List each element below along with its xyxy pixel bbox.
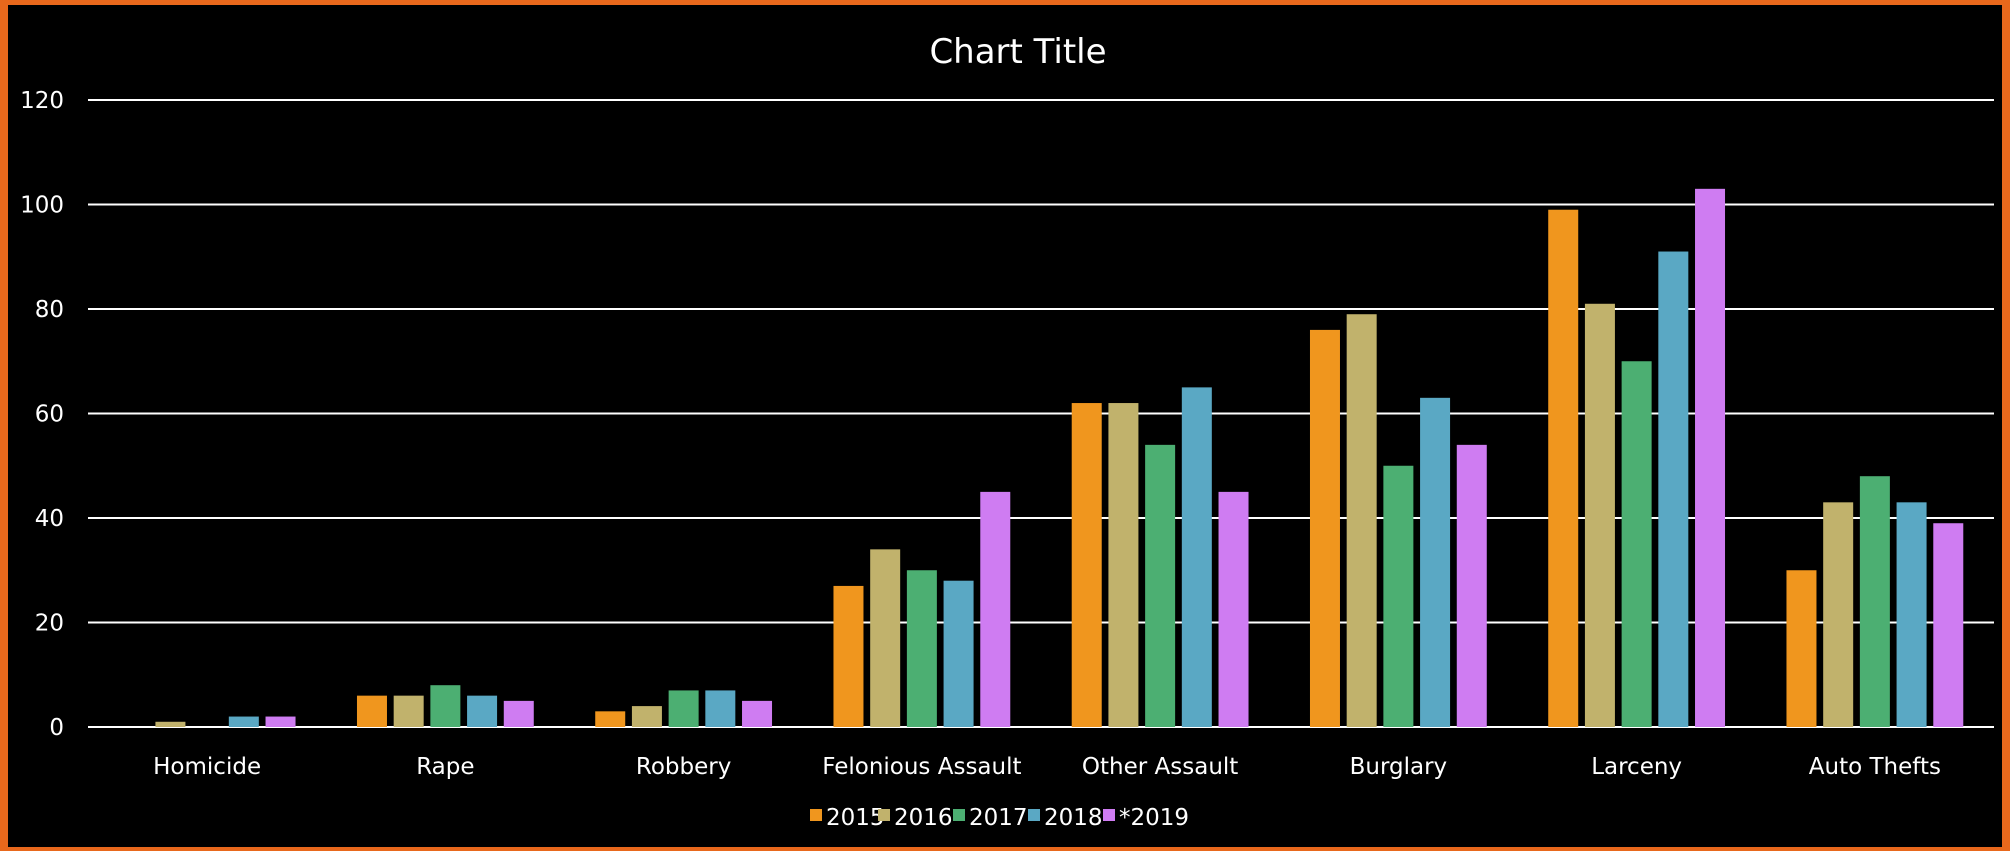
bar-felonious-assault-2016	[870, 549, 901, 727]
bar-other-assault-2019	[1218, 491, 1249, 727]
legend-swatch	[878, 809, 890, 821]
bar-larceny-2019	[1695, 188, 1726, 727]
bar-burglary-2016	[1346, 314, 1377, 727]
y-axis-ticks: 0 20 40 60 80 100 120	[20, 88, 64, 741]
bar-burglary-2015	[1309, 329, 1340, 727]
x-axis-labels: Homicide Rape Robbery Felonious Assault Othe…	[153, 754, 1941, 780]
bar-other-assault-2015	[1071, 403, 1102, 727]
bar-larceny-2017	[1621, 361, 1652, 727]
y-tick-label: 20	[35, 611, 64, 637]
y-tick-label: 40	[35, 506, 64, 532]
x-tick-label: Robbery	[636, 754, 731, 780]
bar-auto-thefts-2018	[1896, 502, 1927, 727]
bar-felonious-assault-2017	[906, 570, 937, 727]
y-tick-label: 80	[35, 297, 64, 323]
bar-auto-thefts-2019	[1933, 523, 1964, 727]
bar-auto-thefts-2015	[1786, 570, 1817, 727]
x-tick-label: Auto Thefts	[1809, 754, 1941, 780]
bar-auto-thefts-2017	[1859, 476, 1890, 727]
bar-other-assault-2016	[1108, 403, 1139, 727]
legend-label: 2017	[969, 805, 1028, 831]
legend-label: 2016	[894, 805, 953, 831]
bar-burglary-2019	[1456, 444, 1487, 727]
x-tick-label: Felonious Assault	[822, 754, 1021, 780]
bar-robbery-2019	[742, 700, 773, 727]
legend: 2015 2016 2017 2018 *2019	[810, 805, 1189, 831]
gridlines	[88, 99, 1994, 728]
bar-larceny-2018	[1658, 251, 1689, 727]
bar-rape-2015	[356, 695, 387, 727]
bar-burglary-2018	[1420, 397, 1451, 727]
bar-homicide-2016	[155, 721, 186, 727]
bar-other-assault-2018	[1181, 387, 1212, 727]
y-tick-label: 60	[35, 402, 64, 428]
bar-felonious-assault-2019	[980, 491, 1011, 727]
legend-swatch	[953, 809, 965, 821]
bar-robbery-2016	[631, 706, 662, 727]
bar-rape-2019	[503, 700, 534, 727]
bar-larceny-2016	[1584, 303, 1615, 727]
legend-swatch	[1103, 809, 1115, 821]
bar-robbery-2015	[595, 711, 626, 727]
legend-swatch	[810, 809, 822, 821]
legend-label: *2019	[1119, 805, 1189, 831]
x-tick-label: Other Assault	[1082, 754, 1238, 780]
bar-larceny-2015	[1548, 209, 1579, 728]
bar-auto-thefts-2016	[1823, 502, 1854, 727]
bar-homicide-2018	[228, 716, 259, 727]
bar-other-assault-2017	[1145, 444, 1176, 727]
bar-homicide-2019	[265, 716, 296, 727]
bar-felonious-assault-2015	[833, 585, 864, 727]
legend-swatch	[1028, 809, 1040, 821]
bar-robbery-2018	[705, 690, 736, 727]
bar-chart: Chart Title 0 20 40 60 80 100 120 Homicide Rape…	[20, 32, 1994, 831]
y-tick-label: 0	[49, 715, 64, 741]
bar-rape-2017	[430, 685, 461, 727]
bar-robbery-2017	[668, 690, 699, 727]
x-tick-label: Homicide	[153, 754, 261, 780]
chart-title: Chart Title	[929, 32, 1106, 72]
legend-label: 2018	[1044, 805, 1103, 831]
bar-burglary-2017	[1383, 465, 1414, 727]
legend-label: 2015	[826, 805, 885, 831]
x-tick-label: Burglary	[1350, 754, 1448, 780]
bar-rape-2016	[393, 695, 424, 727]
chart-frame: Chart Title 0 20 40 60 80 100 120 Homicide Rape…	[8, 5, 2002, 847]
bar-felonious-assault-2018	[943, 580, 974, 727]
y-tick-label: 100	[20, 193, 64, 219]
x-tick-label: Larceny	[1591, 754, 1682, 780]
y-tick-label: 120	[20, 88, 64, 114]
bars	[155, 188, 1964, 728]
bar-rape-2018	[467, 695, 498, 727]
x-tick-label: Rape	[416, 754, 474, 780]
